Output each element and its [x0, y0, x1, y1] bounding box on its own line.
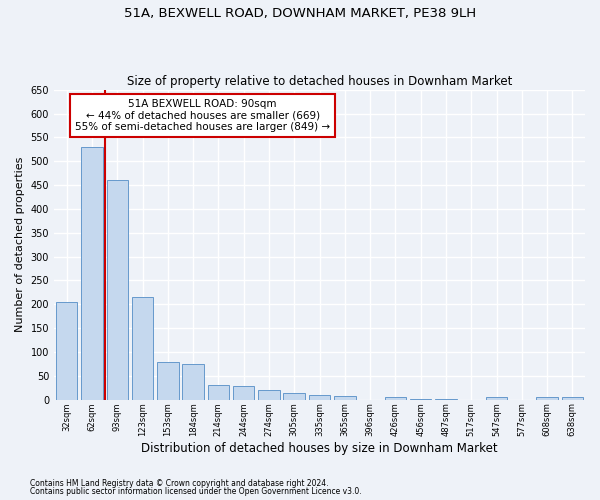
Bar — [385, 398, 406, 400]
Bar — [107, 180, 128, 400]
Bar — [309, 395, 330, 400]
Bar — [562, 398, 583, 400]
Bar — [81, 147, 103, 400]
Text: 51A BEXWELL ROAD: 90sqm
← 44% of detached houses are smaller (669)
55% of semi-d: 51A BEXWELL ROAD: 90sqm ← 44% of detache… — [75, 99, 330, 132]
Bar — [536, 398, 558, 400]
Bar — [157, 362, 179, 400]
Bar — [258, 390, 280, 400]
Bar — [283, 392, 305, 400]
Bar — [233, 386, 254, 400]
Bar — [132, 297, 153, 400]
X-axis label: Distribution of detached houses by size in Downham Market: Distribution of detached houses by size … — [141, 442, 498, 455]
Text: 51A, BEXWELL ROAD, DOWNHAM MARKET, PE38 9LH: 51A, BEXWELL ROAD, DOWNHAM MARKET, PE38 … — [124, 8, 476, 20]
Bar — [486, 398, 507, 400]
Bar — [208, 386, 229, 400]
Text: Contains HM Land Registry data © Crown copyright and database right 2024.: Contains HM Land Registry data © Crown c… — [30, 478, 329, 488]
Bar — [182, 364, 204, 400]
Y-axis label: Number of detached properties: Number of detached properties — [15, 157, 25, 332]
Bar — [334, 396, 356, 400]
Text: Contains public sector information licensed under the Open Government Licence v3: Contains public sector information licen… — [30, 487, 362, 496]
Title: Size of property relative to detached houses in Downham Market: Size of property relative to detached ho… — [127, 76, 512, 88]
Bar — [56, 302, 77, 400]
